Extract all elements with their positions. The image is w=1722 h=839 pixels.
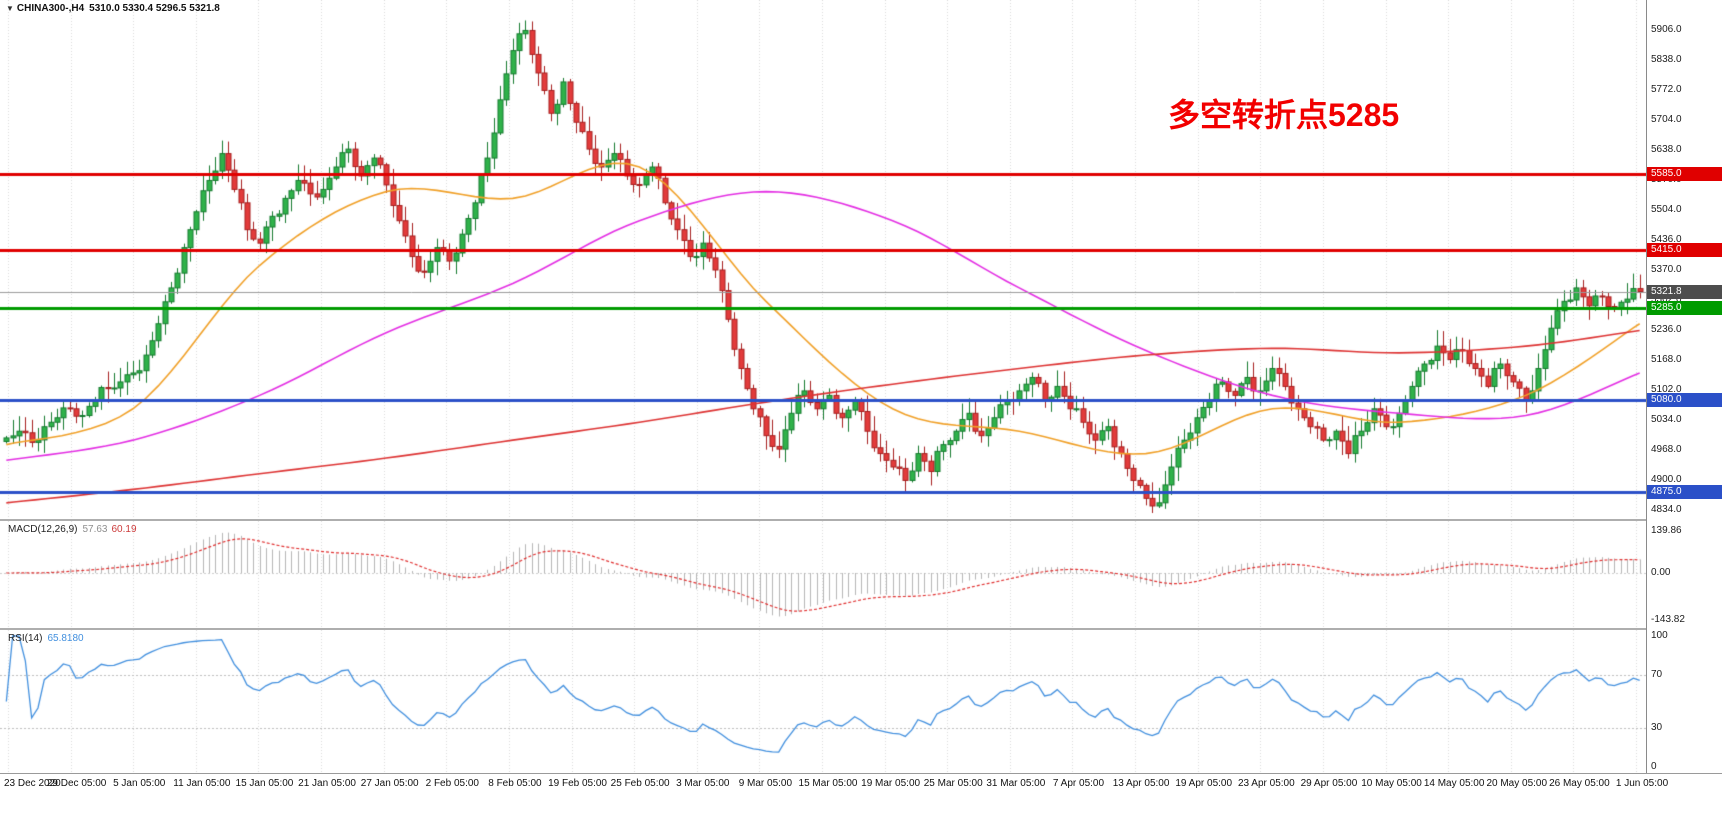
time-axis-label: 8 Feb 05:00 [488,778,542,789]
macd-main-value: 57.63 [82,524,108,535]
time-axis-label: 3 Mar 05:00 [676,778,730,789]
rsi-indicator-label: RSI(14) 65.8180 [8,633,84,644]
macd-axis-label: 0.00 [1651,567,1671,578]
price-axis-label: 5370.0 [1651,264,1682,275]
price-axis-label: 5302.0 [1651,294,1682,306]
rsi-value-label: 65.8180 [47,633,84,644]
panel-separator[interactable] [0,628,1722,630]
time-axis-label: 14 May 05:00 [1423,778,1485,789]
price-level-badge: 4875.0 [1647,484,1722,499]
time-axis-label: 2 Feb 05:00 [425,778,479,789]
time-axis-label: 29 Apr 05:00 [1300,778,1358,789]
time-axis-label: 11 Jan 05:00 [173,778,231,789]
rsi-axis-label: 30 [1651,721,1663,733]
price-axis-label: 4968.0 [1651,444,1682,455]
price-axis[interactable]: 5906.05838.05772.05704.05638.05570.05504… [1646,0,1722,773]
price-level-badge: 5415.0 [1647,242,1722,257]
time-axis-label: 20 May 05:00 [1486,778,1548,789]
time-axis-label: 5 Jan 05:00 [113,778,166,789]
time-axis-label: 13 Apr 05:00 [1112,778,1170,789]
price-axis-label: 5436.0 [1651,234,1682,246]
price-axis-label: 4834.0 [1651,504,1682,515]
price-axis-label: 5772.0 [1651,84,1682,95]
price-axis-label: 5838.0 [1651,54,1682,66]
chart-title: ▼ CHINA300-,H4 5310.0 5330.4 5296.5 5321.8 [6,3,220,14]
time-axis-label: 9 Mar 05:00 [738,778,793,789]
price-axis-label: 5906.0 [1651,24,1682,35]
time-axis-label: 15 Mar 05:00 [798,778,858,789]
symbol-period-label: CHINA300-,H4 [16,3,85,14]
time-axis-label: 26 May 05:00 [1549,778,1610,789]
time-axis-label: 19 Feb 05:00 [548,778,607,789]
price-level-badge: 5080.0 [1647,392,1722,407]
price-axis-label: 4900.0 [1651,474,1682,486]
time-axis-label: 25 Feb 05:00 [610,778,670,789]
rsi-panel-canvas[interactable] [0,630,1646,773]
time-axis-label: 21 Jan 05:00 [298,778,356,789]
price-axis-label: 5236.0 [1651,324,1682,335]
rsi-axis-label: 70 [1651,669,1663,681]
time-axis-label: 19 Apr 05:00 [1175,778,1233,789]
price-axis-label: 5704.0 [1651,114,1682,126]
time-axis-label: 15 Jan 05:00 [235,778,294,789]
macd-axis-label: 139.86 [1651,525,1682,536]
main-price-chart-canvas[interactable] [0,0,1646,519]
time-axis-label: 10 May 05:00 [1361,778,1422,789]
price-level-badge: 5285.0 [1647,301,1722,316]
macd-name-label: MACD(12,26,9) [8,524,78,535]
time-axis-label: 23 Dec 2020 [4,778,61,789]
time-axis-label: 27 Jan 05:00 [360,778,419,789]
time-axis-label: 1 Jun 05:00 [1615,778,1669,789]
time-axis[interactable]: 23 Dec 2020 29 Dec 05:00 5 Jan 05:00 11 Jan… [0,773,1722,795]
macd-axis-label: -143.82 [1651,614,1685,625]
rsi-axis-label: 100 [1651,630,1668,641]
macd-signal-value: 60.19 [111,524,137,535]
ohlc-quotes-label: 5310.0 5330.4 5296.5 5321.8 [89,3,220,14]
time-axis-label: 23 Apr 05:00 [1237,778,1295,789]
current-price-badge: 5321.8 [1647,284,1722,299]
annotation-text-object[interactable]: 多空转折点5285 [1168,97,1400,133]
price-axis-label: 5102.0 [1651,384,1682,395]
time-axis-label: 7 Apr 05:00 [1052,778,1105,789]
price-axis-label: 5504.0 [1651,204,1682,215]
price-axis-label: 5168.0 [1651,354,1682,366]
price-axis-label: 5034.0 [1651,414,1682,426]
time-axis-label: 19 Mar 05:00 [861,778,921,789]
price-axis-label: 5638.0 [1651,144,1682,155]
macd-indicator-label: MACD(12,26,9) 57.63 60.19 [8,524,137,535]
rsi-axis-label: 0 [1651,761,1657,772]
rsi-name-label: RSI(14) [8,633,43,644]
one-click-trading-arrow-icon[interactable]: ▼ [6,4,14,13]
macd-panel-canvas[interactable] [0,521,1646,628]
price-level-badge: 5585.0 [1647,166,1722,181]
time-axis-label: 29 Dec 05:00 [46,778,107,789]
time-axis-label: 25 Mar 05:00 [923,778,983,789]
time-axis-label: 31 Mar 05:00 [986,778,1046,789]
panel-separator[interactable] [0,519,1722,521]
